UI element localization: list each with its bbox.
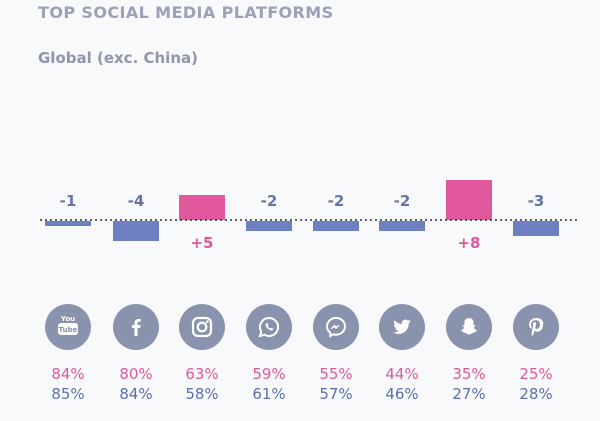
value-label-messenger: -2 <box>328 192 345 210</box>
share-value-youtube-1: 84% <box>51 365 85 383</box>
share-value-messenger-2: 57% <box>319 385 353 403</box>
bar-facebook <box>113 221 159 241</box>
twitter-icon <box>379 304 425 350</box>
share-value-whatsapp-1: 59% <box>252 365 286 383</box>
value-label-twitter: -2 <box>394 192 411 210</box>
chart-subtitle: Global (exc. China) <box>38 49 198 67</box>
youtube-icon: Tube You <box>45 304 91 350</box>
share-value-pinterest-1: 25% <box>519 365 553 383</box>
value-label-pinterest: -3 <box>528 192 545 210</box>
bar-whatsapp <box>246 221 292 231</box>
share-value-twitter-1: 44% <box>385 365 419 383</box>
share-value-facebook-1: 80% <box>119 365 153 383</box>
value-label-whatsapp: -2 <box>261 192 278 210</box>
pinterest-icon <box>513 304 559 350</box>
value-label-instagram: +5 <box>190 234 213 252</box>
whatsapp-icon <box>246 304 292 350</box>
value-label-snapchat: +8 <box>457 234 480 252</box>
svg-text:Tube: Tube <box>59 326 78 334</box>
messenger-icon <box>313 304 359 350</box>
bar-snapchat <box>446 180 492 220</box>
share-value-youtube-2: 85% <box>51 385 85 403</box>
value-label-youtube: -1 <box>60 192 77 210</box>
bar-youtube <box>45 221 91 226</box>
chart-title: TOP SOCIAL MEDIA PLATFORMS <box>38 3 334 22</box>
svg-text:You: You <box>60 315 75 323</box>
facebook-icon <box>113 304 159 350</box>
share-value-snapchat-2: 27% <box>452 385 486 403</box>
share-value-pinterest-2: 28% <box>519 385 553 403</box>
share-value-instagram-1: 63% <box>185 365 219 383</box>
share-value-messenger-1: 55% <box>319 365 353 383</box>
bar-pinterest <box>513 221 559 236</box>
bar-instagram <box>179 195 225 220</box>
value-label-facebook: -4 <box>128 192 145 210</box>
share-value-snapchat-1: 35% <box>452 365 486 383</box>
share-value-instagram-2: 58% <box>185 385 219 403</box>
bar-twitter <box>379 221 425 231</box>
share-value-twitter-2: 46% <box>385 385 419 403</box>
bar-messenger <box>313 221 359 231</box>
instagram-icon <box>179 304 225 350</box>
share-value-whatsapp-2: 61% <box>252 385 286 403</box>
share-value-facebook-2: 84% <box>119 385 153 403</box>
snapchat-icon <box>446 304 492 350</box>
